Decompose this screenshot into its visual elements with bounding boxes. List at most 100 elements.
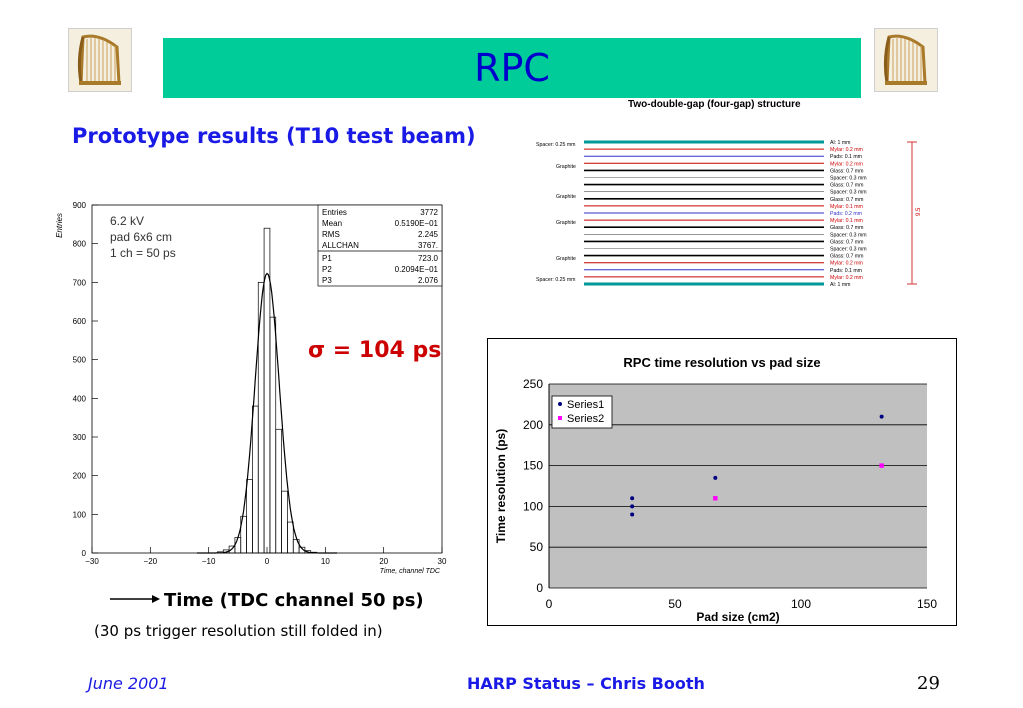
histogram-note: 6.2 kV	[110, 214, 144, 228]
layer-label-left: Spacer: 0.25 mm	[536, 277, 576, 283]
legend-label: Series1	[567, 399, 604, 411]
histogram-ytick-label: 900	[73, 201, 87, 210]
page-number: 29	[917, 673, 940, 694]
stat-value: 2.245	[418, 230, 439, 239]
histogram-bin	[287, 521, 294, 554]
layer-label: Mylar: 0.2 mm	[830, 161, 863, 167]
layer-label: Pads: 0.1 mm	[830, 154, 862, 160]
stat-name: RMS	[322, 230, 340, 239]
layer-label: Glass: 0.7 mm	[830, 168, 863, 174]
histogram-xtick-label: 0	[265, 557, 270, 566]
layer-label-left: Graphite	[556, 164, 576, 170]
stat-value: 3772	[420, 208, 438, 217]
harp-icon	[875, 29, 937, 91]
scatter-xlabel: Pad size (cm2)	[696, 610, 779, 624]
histogram-ytick-label: 0	[82, 549, 87, 558]
histogram-ytick-label: 100	[73, 510, 87, 519]
slide-title: RPC	[474, 46, 550, 90]
series1-point	[630, 504, 635, 509]
scatter-xtick-label: 0	[546, 597, 553, 611]
layer-label: Al: 1 mm	[830, 140, 850, 146]
series1-point	[630, 512, 635, 517]
stat-name: P2	[322, 265, 332, 274]
time-axis-caption: Time (TDC channel 50 ps)	[164, 590, 424, 611]
histogram-xtick-label: 20	[379, 557, 388, 566]
footer-center: HARP Status – Chris Booth	[467, 674, 705, 693]
stats-box: Entries 3772 Mean 0.5190E−01 RMS 2.245 ALLCHAN…	[317, 204, 443, 287]
sigma-label: σ = 104 ps	[308, 338, 442, 363]
arrow-icon	[110, 595, 160, 603]
scatter-xtick-label: 150	[917, 597, 937, 611]
scatter-legend: Series1 Series2	[551, 395, 613, 429]
total-thickness-label: 9.5	[916, 207, 922, 216]
layer-label: Spacer: 0.3 mm	[830, 190, 867, 196]
slide-subtitle: Prototype results (T10 test beam)	[72, 124, 476, 148]
histogram-xtick-label: 30	[438, 557, 447, 566]
layer-label: Glass: 0.7 mm	[830, 183, 863, 189]
scatter-title: RPC time resolution vs pad size	[623, 355, 820, 370]
stat-value: 0.5190E−01	[395, 219, 439, 228]
layer-label-left: Graphite	[556, 220, 576, 226]
layer-label-left: Graphite	[556, 256, 576, 262]
stats-box-frame	[317, 204, 443, 287]
scatter-chart-panel: RPC time resolution vs pad size 0 50 100 15…	[487, 338, 957, 626]
histogram-ytick-label: 500	[73, 356, 87, 365]
histogram-bin	[298, 546, 306, 554]
scatter-xtick-label: 100	[791, 597, 811, 611]
scatter-ytick-label: 100	[523, 499, 543, 513]
histogram-bin	[304, 550, 312, 554]
histogram-ytick-label: 700	[73, 278, 87, 287]
stat-name: Entries	[322, 208, 347, 217]
scatter-ytick-label: 50	[530, 540, 544, 554]
layer-label: Spacer: 0.3 mm	[830, 232, 867, 238]
layer-label: Spacer: 0.3 mm	[830, 247, 867, 253]
layer-label: Glass: 0.7 mm	[830, 239, 863, 245]
stat-name: P1	[322, 254, 332, 263]
scatter-xtick-label: 50	[668, 597, 682, 611]
layer-label: Al: 1 mm	[830, 282, 850, 288]
stat-value: 0.2094E−01	[395, 265, 439, 274]
layer-label: Mylar: 0.1 mm	[830, 204, 863, 210]
scatter-chart: RPC time resolution vs pad size 0 50 100 15…	[494, 355, 937, 624]
histogram-ytick-label: 300	[73, 433, 87, 442]
stat-name: Mean	[322, 219, 342, 228]
histogram-xtick-label: −30	[85, 557, 99, 566]
series1-point	[713, 475, 718, 480]
gaussian-fit-curve	[197, 272, 337, 554]
stat-value: 723.0	[418, 254, 439, 263]
histogram-ytick-label: 400	[73, 394, 87, 403]
histogram-chart: Entries Time, channel TDC 01002003004005…	[55, 201, 447, 575]
layer-label: Glass: 0.7 mm	[830, 225, 863, 231]
scatter-ytick-label: 150	[523, 459, 543, 473]
stat-value: 2.076	[418, 276, 439, 285]
title-bar: RPC	[163, 38, 861, 98]
stat-value: 3767.	[418, 241, 438, 250]
legend-marker	[558, 402, 562, 406]
layer-label: Pads: 0.1 mm	[830, 268, 862, 274]
series2-point	[713, 496, 718, 501]
structure-diagram: Spacer: 0.25 mm Graphite Graphite Graphite G…	[536, 140, 922, 288]
histogram-xtick-label: −20	[144, 557, 158, 566]
time-axis-note: (30 ps trigger resolution still folded i…	[94, 622, 383, 640]
layer-label: Mylar: 0.2 mm	[830, 261, 863, 267]
histogram-note: pad 6x6 cm	[110, 230, 172, 244]
series2-point	[879, 463, 884, 468]
layer-label: Mylar: 0.1 mm	[830, 218, 863, 224]
stat-name: P3	[322, 276, 332, 285]
legend-label: Series2	[567, 413, 604, 425]
footer-date: June 2001	[88, 674, 169, 693]
histogram-ytick-label: 600	[73, 317, 87, 326]
layer-label-left: Spacer: 0.25 mm	[536, 142, 576, 148]
layer-label: Pads: 0.2 mm	[830, 211, 862, 217]
structure-title: Two-double-gap (four-gap) structure	[628, 99, 801, 110]
legend-box	[551, 395, 613, 429]
histogram-bin	[292, 539, 300, 554]
harp-logo-right	[874, 28, 938, 92]
histogram-xlabel: Time, channel TDC	[380, 568, 441, 575]
layer-label: Mylar: 0.2 mm	[830, 275, 863, 281]
scatter-ytick-label: 0	[536, 581, 543, 595]
harp-icon	[69, 29, 131, 91]
legend-marker	[558, 416, 562, 420]
scatter-ylabel: Time resolution (ps)	[494, 429, 508, 543]
histogram-note: 1 ch = 50 ps	[110, 246, 176, 260]
